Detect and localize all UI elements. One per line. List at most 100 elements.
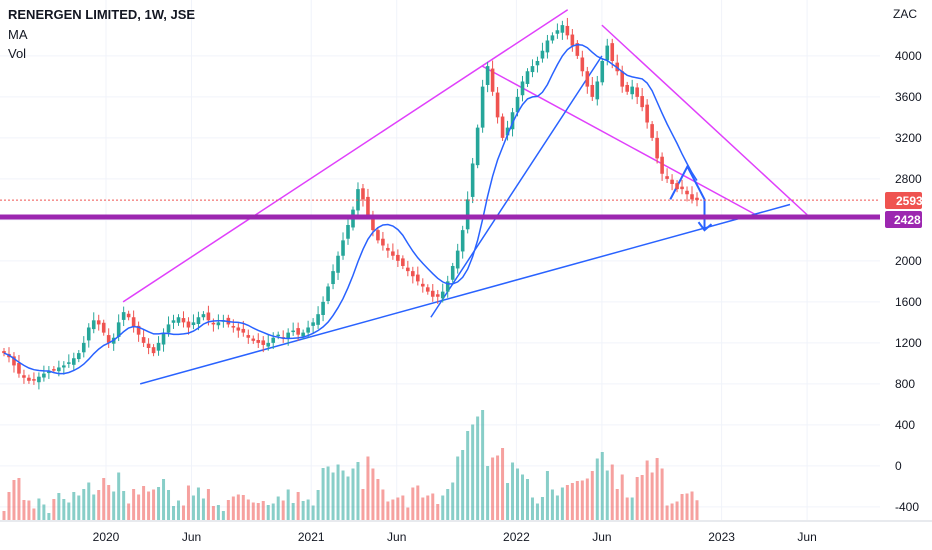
volume-bar [625,497,629,520]
candle-body [231,326,236,328]
volume-bar [351,468,355,520]
volume-bar [172,506,176,520]
volume-bar [545,471,549,520]
candle-body [256,340,261,343]
candle-body [555,30,560,34]
volume-bar [600,452,604,520]
candle-body [42,373,46,378]
volume-bar [321,468,325,520]
candle-body [690,194,694,200]
volume-bar [491,457,495,520]
volume-bar [122,491,126,520]
drawn-trendlines [122,9,808,385]
candle-body [106,335,111,343]
vol-legend[interactable]: Vol [8,46,27,61]
candle-body [695,197,699,201]
volume-bar [655,458,659,520]
candle-body [291,330,295,333]
candle-body [326,286,330,302]
candle-body [540,50,545,59]
y-tick-label: 3600 [895,90,922,104]
x-tick-label: Jun [387,530,406,544]
volume-bar [580,480,584,520]
candle-body [475,127,480,166]
steep-uptrend-line [430,55,603,318]
candle-body [86,327,91,341]
candle-body [191,322,196,326]
volume-bar [575,481,579,520]
volume-bar [42,504,46,520]
candle-body [201,314,206,318]
y-tick-label: 3200 [895,131,922,145]
candle-body [211,322,216,325]
candle-body [81,342,86,353]
volume-bar [316,490,320,520]
y-tick-label: 1600 [895,295,922,309]
volume-bar [32,508,36,520]
volume-bar [585,478,589,520]
candle-body [420,283,425,287]
volume-bar [271,503,275,520]
candlesticks [2,17,699,390]
x-tick-label: 2022 [503,530,530,544]
candle-body [96,320,101,325]
volume-bar [201,498,205,520]
candle-body [32,379,36,381]
level-price-label: 2428 [894,213,921,227]
volume-bar [261,501,265,520]
candle-body [386,247,390,251]
candle-body [306,327,310,333]
candle-body [381,238,385,246]
volume-bar [516,468,520,520]
symbol-title: RENERGEN LIMITED, 1W, JSE [8,7,196,22]
volume-bar [461,450,465,520]
volume-bar [560,487,564,520]
volume-bar [12,480,16,520]
candle-body [331,271,335,285]
candle-body [116,322,121,337]
volume-bar [62,499,66,520]
volume-bar [570,483,574,520]
volume-bar [117,472,121,520]
candle-body [406,267,410,272]
candle-body [605,45,610,61]
candle-body [346,224,350,239]
candle-body [585,71,590,87]
volume-bar [471,424,475,520]
volume-bar [52,499,56,520]
candle-body [525,71,530,84]
candle-body [530,66,535,73]
volume-bar [695,500,699,520]
upper-channel-line [481,65,757,216]
volume-bar [157,487,161,520]
volume-bar [97,490,101,520]
volume-bar [391,499,395,520]
volume-bar [521,474,525,520]
candle-body [321,301,325,315]
volume-bar [690,491,694,520]
candle-body [176,317,181,323]
candle-body [286,332,290,339]
candle-body [241,328,246,333]
ma-legend[interactable]: MA [8,27,28,42]
volume-bar [22,500,26,520]
candle-body [520,81,525,96]
volume-bars [2,410,699,520]
volume-bar [426,495,430,520]
candle-body [361,188,365,200]
candle-body [151,347,156,354]
candle-body [126,313,131,318]
candle-body [136,325,141,335]
candle-body [490,68,495,92]
horizontal-level-line [0,214,880,220]
volume-bar [590,471,594,520]
volume-bar [441,495,445,520]
long-uptrend-line [140,203,791,385]
volume-bar [196,487,200,520]
volume-bar [92,494,96,520]
candle-body [590,84,595,97]
volume-bar [615,489,619,520]
candle-body [665,176,669,179]
volume-bar [605,470,609,520]
